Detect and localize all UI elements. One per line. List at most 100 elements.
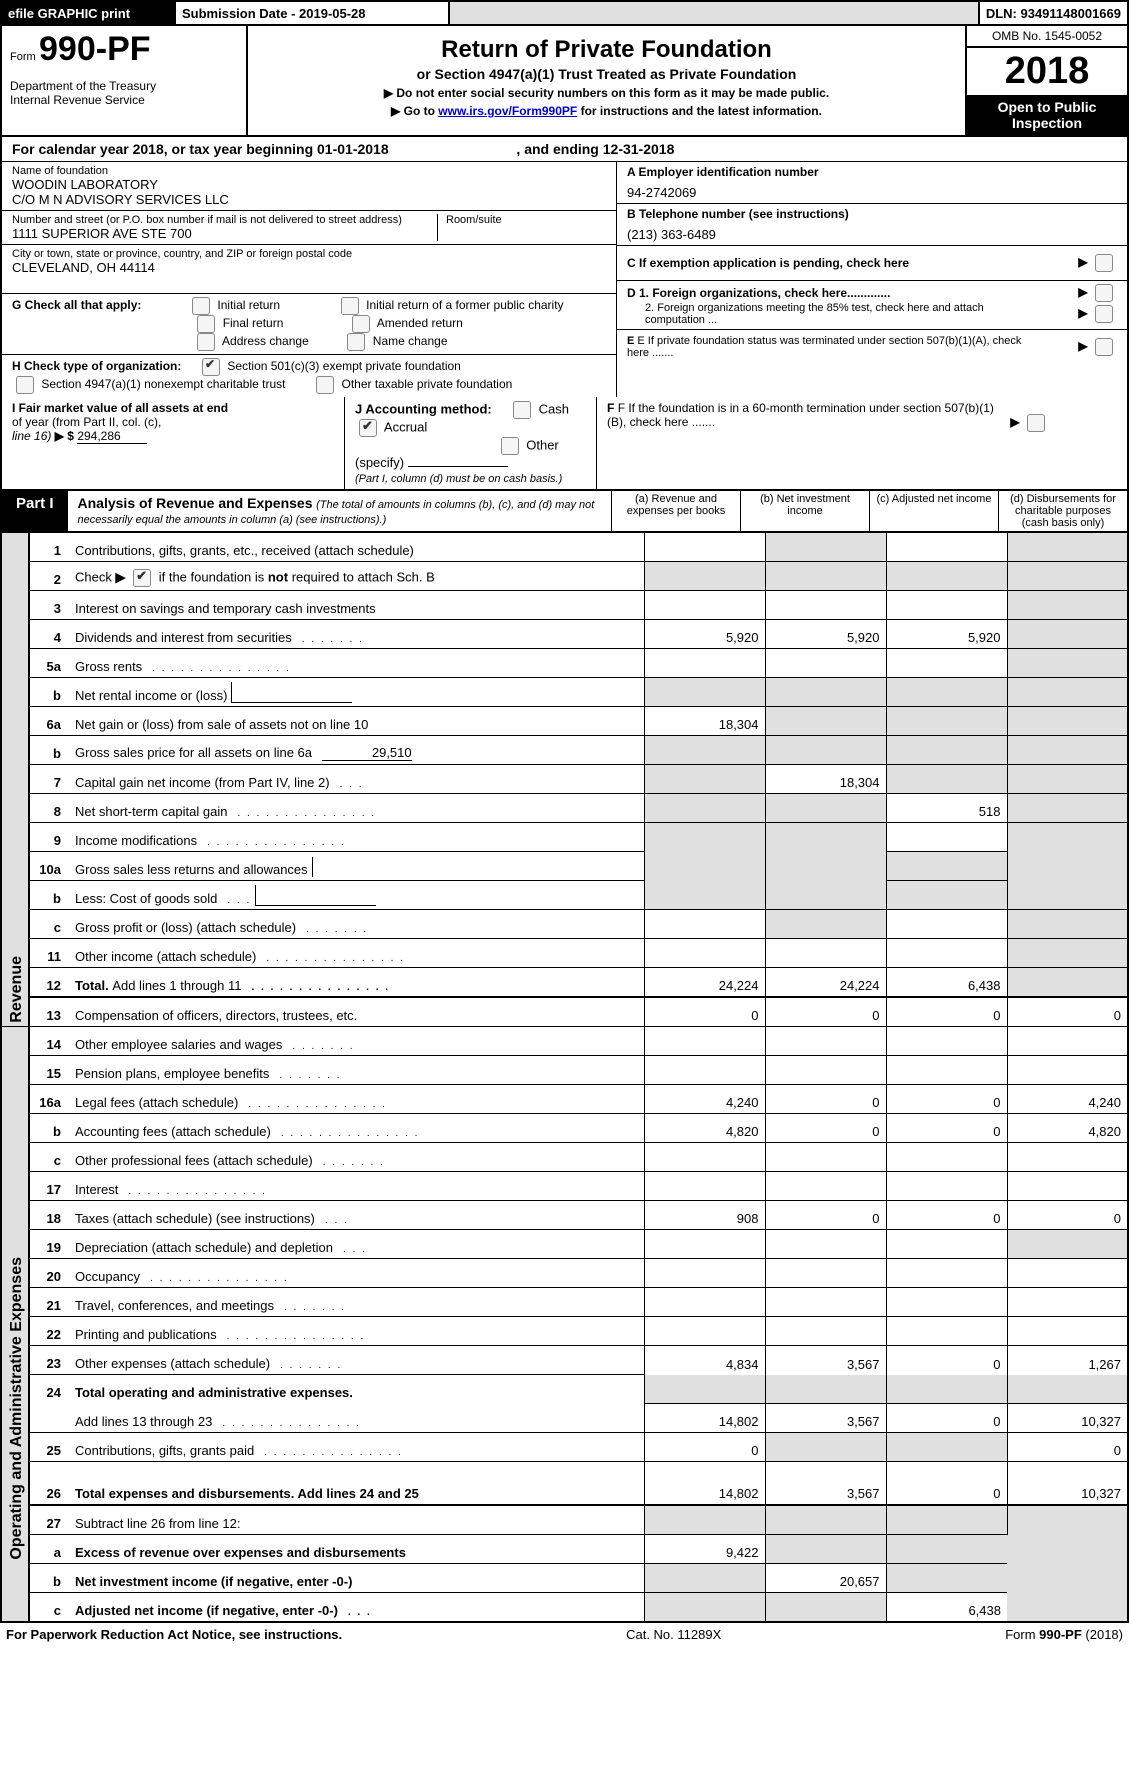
r23c: 0	[886, 1346, 1007, 1375]
revenue-label: Revenue	[8, 956, 26, 1023]
info-grid: Name of foundation WOODIN LABORATORY C/O…	[0, 162, 1129, 397]
name-1: WOODIN LABORATORY	[12, 177, 606, 192]
j-label: J Accounting method:	[355, 401, 492, 416]
checkbox-e[interactable]	[1095, 338, 1113, 356]
r22: Printing and publications	[75, 1327, 217, 1342]
fr-c: (2018)	[1082, 1627, 1123, 1642]
note-2-pre: Go to	[404, 104, 439, 118]
city-val: CLEVELAND, OH 44114	[12, 260, 606, 275]
r10b: Less: Cost of goods sold	[75, 891, 217, 906]
fr-a: Form	[1005, 1627, 1039, 1642]
j-col: J Accounting method: Cash Accrual Other …	[345, 397, 597, 489]
col-d-text: (d) Disbursements for charitable purpose…	[1003, 493, 1123, 529]
r19: Depreciation (attach schedule) and deple…	[75, 1240, 333, 1255]
r12b: 24,224	[765, 968, 886, 998]
r9: Income modifications	[75, 833, 197, 848]
b-val: (213) 363-6489	[627, 227, 1117, 242]
row-5a: 5aGross rents	[1, 649, 1128, 678]
r16bb: 0	[765, 1114, 886, 1143]
r16b: Accounting fees (attach schedule)	[75, 1124, 271, 1139]
r17: Interest	[75, 1182, 118, 1197]
f-col: F F If the foundation is in a 60-month t…	[597, 397, 1127, 489]
arrow-icon: ▶	[55, 429, 64, 443]
row-14: Operating and Administrative Expenses 14…	[1, 1027, 1128, 1056]
i-l3a: line 16)	[12, 429, 51, 443]
row-13: 13Compensation of officers, directors, t…	[1, 997, 1128, 1027]
r16a: Legal fees (attach schedule)	[75, 1095, 238, 1110]
cal-b: , and ending 12-31-2018	[516, 141, 674, 157]
r27bb: 20,657	[765, 1563, 886, 1592]
r4b: 5,920	[765, 620, 886, 649]
checkbox-501c3[interactable]	[202, 358, 220, 376]
checkbox-d2[interactable]	[1095, 305, 1113, 323]
col-b-text: (b) Net investment income	[745, 493, 865, 517]
r27a: Excess of revenue over expenses and disb…	[75, 1545, 406, 1560]
instructions-link[interactable]: www.irs.gov/Form990PF	[438, 104, 577, 118]
col-c-text: (c) Adjusted net income	[874, 493, 994, 505]
r16ab: 0	[765, 1085, 886, 1114]
r2b: if the foundation is	[159, 569, 268, 584]
calendar-year-row: For calendar year 2018, or tax year begi…	[0, 137, 1129, 162]
fr-b: 990-PF	[1039, 1627, 1082, 1642]
top-bar: efile GRAPHIC print Submission Date - 20…	[0, 0, 1129, 26]
checkbox-other-acct[interactable]	[501, 437, 519, 455]
v24d: 10,327	[1007, 1403, 1128, 1432]
g-o1: Initial return	[217, 298, 280, 312]
part-1-table: Revenue 1 Contributions, gifts, grants, …	[0, 532, 1129, 1623]
row-6b: bGross sales price for all assets on lin…	[1, 736, 1128, 765]
checkbox-address-change[interactable]	[197, 333, 215, 351]
d-cell: D 1. Foreign organizations, check here..…	[617, 281, 1127, 330]
checkbox-c[interactable]	[1095, 254, 1113, 272]
r26a: 14,802	[644, 1461, 765, 1505]
checkbox-d1[interactable]	[1095, 284, 1113, 302]
arrow-icon: ▶	[391, 104, 400, 118]
row-1: Revenue 1 Contributions, gifts, grants, …	[1, 533, 1128, 562]
row-16c: cOther professional fees (attach schedul…	[1, 1143, 1128, 1172]
open-2: Inspection	[967, 115, 1127, 131]
j-note: (Part I, column (d) must be on cash basi…	[355, 473, 562, 485]
checkbox-name-change[interactable]	[347, 333, 365, 351]
r8c: 518	[886, 794, 1007, 823]
row-26: 26Total expenses and disbursements. Add …	[1, 1461, 1128, 1505]
street-label: Number and street (or P.O. box number if…	[12, 214, 437, 226]
checkbox-initial-return[interactable]	[192, 297, 210, 315]
r27: Subtract line 26 from line 12:	[75, 1516, 240, 1531]
r26b: 3,567	[765, 1461, 886, 1505]
r2c: required to attach Sch. B	[288, 569, 435, 584]
checkbox-f[interactable]	[1027, 414, 1045, 432]
r16bc: 0	[886, 1114, 1007, 1143]
checkbox-accrual[interactable]	[359, 419, 377, 437]
r16bd: 4,820	[1007, 1114, 1128, 1143]
checkbox-4947[interactable]	[16, 376, 34, 394]
col-a-text: (a) Revenue and expenses per books	[616, 493, 736, 517]
checkbox-other-taxable[interactable]	[316, 376, 334, 394]
r5a: Gross rents	[75, 659, 142, 674]
r26c: 0	[886, 1461, 1007, 1505]
row-24: 24Total operating and administrative exp…	[1, 1375, 1128, 1404]
r13: Compensation of officers, directors, tru…	[75, 1008, 357, 1023]
row-12: 12Total. Add lines 1 through 11 24,224 2…	[1, 968, 1128, 998]
i-l2: of year (from Part II, col. (c),	[12, 415, 161, 429]
checkbox-initial-public[interactable]	[341, 297, 359, 315]
checkbox-amended[interactable]	[352, 315, 370, 333]
checkbox-cash[interactable]	[513, 401, 531, 419]
j-o2: Accrual	[384, 419, 427, 434]
r18c: 0	[886, 1201, 1007, 1230]
checkbox-final-return[interactable]	[197, 315, 215, 333]
form-word: Form	[10, 51, 36, 63]
row-5b: bNet rental income or (loss)	[1, 678, 1128, 707]
part-1-title: Analysis of Revenue and Expenses (The to…	[68, 491, 612, 531]
row-4: 4Dividends and interest from securities …	[1, 620, 1128, 649]
b-label: B Telephone number (see instructions)	[627, 207, 849, 221]
i-val: 294,286	[77, 429, 147, 444]
r13d: 0	[1007, 997, 1128, 1027]
row-11: 11Other income (attach schedule)	[1, 939, 1128, 968]
r23b: 3,567	[765, 1346, 886, 1375]
note-1: ▶ Do not enter social security numbers o…	[256, 86, 957, 100]
r16c: Other professional fees (attach schedule…	[75, 1153, 313, 1168]
row-10c: cGross profit or (loss) (attach schedule…	[1, 910, 1128, 939]
r27cc: 6,438	[886, 1592, 1007, 1622]
h-o3: Other taxable private foundation	[342, 377, 513, 391]
r16aa: 4,240	[644, 1085, 765, 1114]
checkbox-schb[interactable]	[133, 569, 151, 587]
